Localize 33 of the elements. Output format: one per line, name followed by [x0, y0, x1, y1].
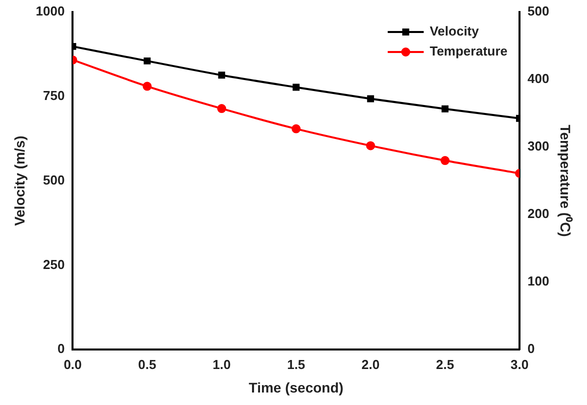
y-axis-title: Velocity (m/s)	[11, 136, 28, 226]
x-tick-label: 3.0	[510, 356, 529, 372]
y2-tick-label: 500	[528, 4, 550, 19]
point	[144, 57, 151, 64]
point	[218, 72, 226, 79]
legend-label: Temperature	[430, 44, 508, 59]
point	[292, 84, 300, 91]
x-tick-label: 2.5	[436, 356, 454, 372]
y-tick-label: 0	[57, 341, 65, 356]
y2-tick-label: 0	[528, 341, 535, 356]
x-tick-label: 1.5	[287, 356, 306, 372]
point	[142, 82, 152, 91]
x-axis-title: Time (second)	[248, 379, 344, 396]
point	[367, 95, 374, 102]
x-tick-label: 0.5	[138, 356, 156, 372]
y2-tick-label: 100	[528, 274, 550, 289]
x-tick-label: 2.0	[362, 356, 380, 372]
point	[442, 105, 449, 112]
y2-tick-label: 300	[528, 138, 550, 154]
y2-tick-label: 200	[528, 206, 550, 222]
y-tick-label: 250	[43, 256, 65, 272]
point	[440, 156, 450, 166]
point	[217, 104, 226, 114]
y2-tick-label: 400	[528, 71, 550, 86]
point	[292, 124, 301, 134]
point	[366, 141, 376, 150]
y-tick-label: 750	[43, 88, 65, 103]
legend-label: Velocity	[430, 24, 480, 39]
x-tick-label: 0.0	[64, 356, 82, 372]
y2-axis-title: Temperature (⁰C)	[558, 124, 574, 237]
y-tick-label: 1000	[36, 4, 65, 19]
x-tick-label: 1.0	[212, 356, 231, 372]
y-tick-label: 500	[43, 172, 65, 188]
